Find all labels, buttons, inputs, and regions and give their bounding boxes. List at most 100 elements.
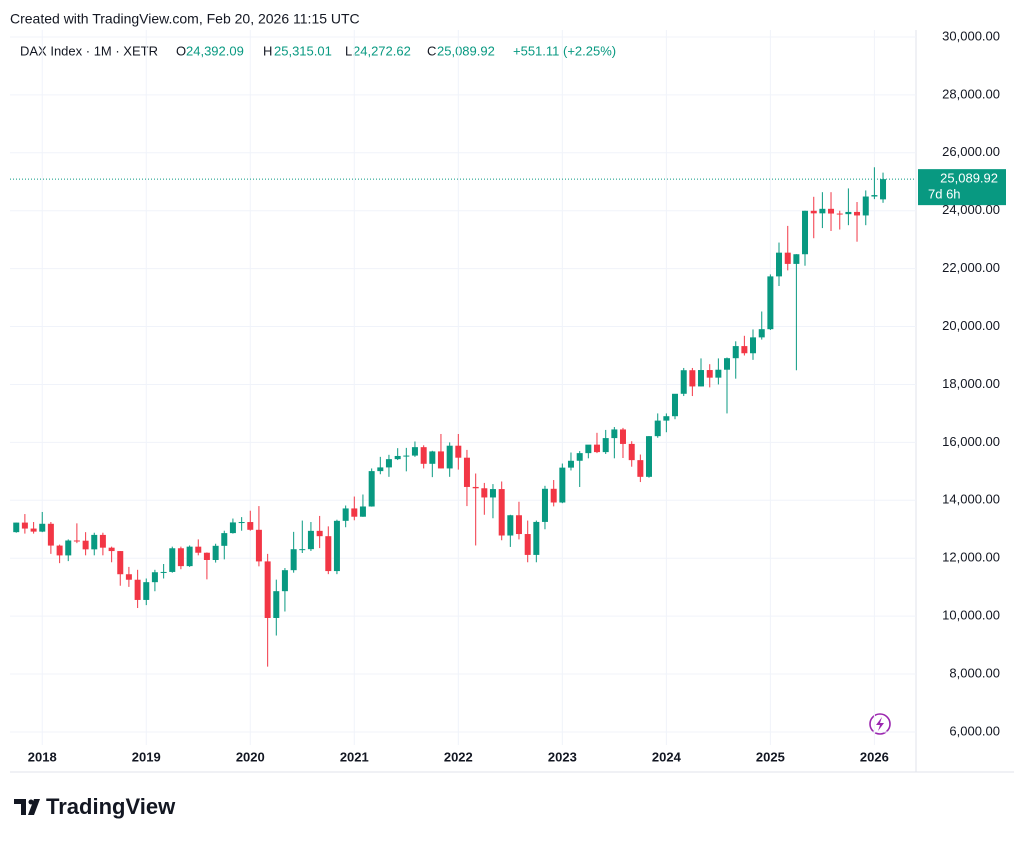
candle-body	[307, 530, 314, 550]
x-tick-label: 2023	[548, 749, 577, 764]
candle-body	[238, 522, 245, 524]
candle-body	[420, 447, 427, 464]
candle-body	[810, 210, 817, 214]
candle-body	[611, 429, 618, 439]
candle-body	[91, 534, 98, 550]
price-tag	[918, 169, 1006, 206]
x-tick-label: 2020	[236, 749, 265, 764]
candle-body	[637, 460, 644, 477]
y-tick-label: 10,000.00	[942, 608, 1000, 623]
candle-body	[663, 416, 670, 421]
candle-body	[550, 488, 557, 503]
candle-body	[143, 582, 150, 600]
candle-body	[845, 211, 852, 215]
candle-body	[377, 467, 384, 472]
candle-body	[73, 540, 80, 542]
y-tick-label: 16,000.00	[942, 434, 1000, 449]
close-label: C	[427, 43, 436, 58]
candle-body	[394, 455, 401, 460]
bolt-icon	[869, 713, 891, 735]
candle-body	[195, 546, 202, 553]
candle-body	[567, 460, 574, 468]
candle-body	[117, 551, 124, 575]
candle-body	[524, 534, 531, 555]
low-value: 24,272.62	[353, 43, 411, 58]
close-value: 25,089.92	[437, 43, 495, 58]
x-tick-label: 2024	[652, 749, 682, 764]
candle-body	[385, 459, 392, 468]
logo	[14, 799, 40, 815]
candle-body	[481, 488, 488, 498]
candle-body	[125, 574, 132, 580]
candle-body	[65, 540, 72, 556]
candle-body	[585, 444, 592, 454]
candle-body	[723, 358, 730, 370]
candle-body	[802, 210, 809, 255]
candle-body	[403, 455, 410, 457]
candle-body	[186, 546, 193, 567]
candle-body	[463, 457, 470, 487]
candle-body	[273, 591, 280, 618]
candle-body	[368, 471, 375, 507]
change: +551.11 (+2.25%)	[513, 43, 616, 58]
candle-body	[793, 254, 800, 264]
candle-body	[654, 420, 661, 437]
candle-body	[229, 522, 236, 534]
candle-body	[56, 545, 63, 556]
candle-body	[767, 276, 774, 330]
candle-body	[472, 486, 479, 489]
high-label: H	[263, 43, 272, 58]
candle-body	[151, 572, 158, 583]
y-tick-label: 28,000.00	[942, 86, 1000, 101]
brand: TradingView	[46, 794, 176, 819]
candle-body	[455, 445, 462, 458]
candle-body	[671, 393, 678, 417]
candle-body	[628, 443, 635, 461]
candle-body	[862, 196, 869, 216]
candle-body	[82, 540, 89, 550]
candle-body	[316, 530, 323, 537]
candle-body	[160, 571, 167, 573]
candle-body	[47, 523, 54, 546]
candle-body	[602, 438, 609, 453]
candle-body	[255, 529, 262, 562]
x-tick-label: 2026	[860, 749, 889, 764]
candle-body	[507, 515, 514, 536]
candle-body	[264, 561, 271, 618]
candle-body	[221, 533, 228, 546]
candle-body	[99, 534, 106, 548]
candle-body	[741, 346, 748, 354]
x-tick-label: 2018	[28, 749, 57, 764]
price-tag-value: 25,089.92	[940, 171, 998, 186]
candle-body	[645, 436, 652, 477]
candle-body	[758, 329, 765, 338]
y-tick-label: 6,000.00	[949, 723, 1000, 738]
open-label: O	[176, 43, 186, 58]
candle-body	[576, 453, 583, 461]
y-tick-label: 22,000.00	[942, 260, 1000, 275]
candle-body	[784, 252, 791, 264]
y-tick-label: 12,000.00	[942, 550, 1000, 565]
x-tick-label: 2025	[756, 749, 785, 764]
low-label: L	[345, 43, 352, 58]
candle-body	[854, 211, 861, 216]
x-tick-label: 2019	[132, 749, 161, 764]
candle-body	[13, 522, 20, 533]
candle-body	[880, 179, 887, 200]
y-tick-label: 30,000.00	[942, 28, 1000, 43]
candle-body	[593, 444, 600, 453]
candle-body	[108, 547, 115, 552]
candle-body	[541, 488, 548, 522]
candle-body	[515, 515, 522, 535]
candle-body	[411, 447, 418, 456]
candle-body	[750, 337, 757, 354]
candle-body	[333, 520, 340, 572]
candle-body	[828, 208, 835, 214]
candle-body	[203, 552, 210, 560]
candle-body	[30, 528, 37, 532]
x-tick-label: 2022	[444, 749, 473, 764]
y-tick-label: 8,000.00	[949, 665, 1000, 680]
candle-body	[559, 467, 566, 503]
y-tick-label: 18,000.00	[942, 376, 1000, 391]
